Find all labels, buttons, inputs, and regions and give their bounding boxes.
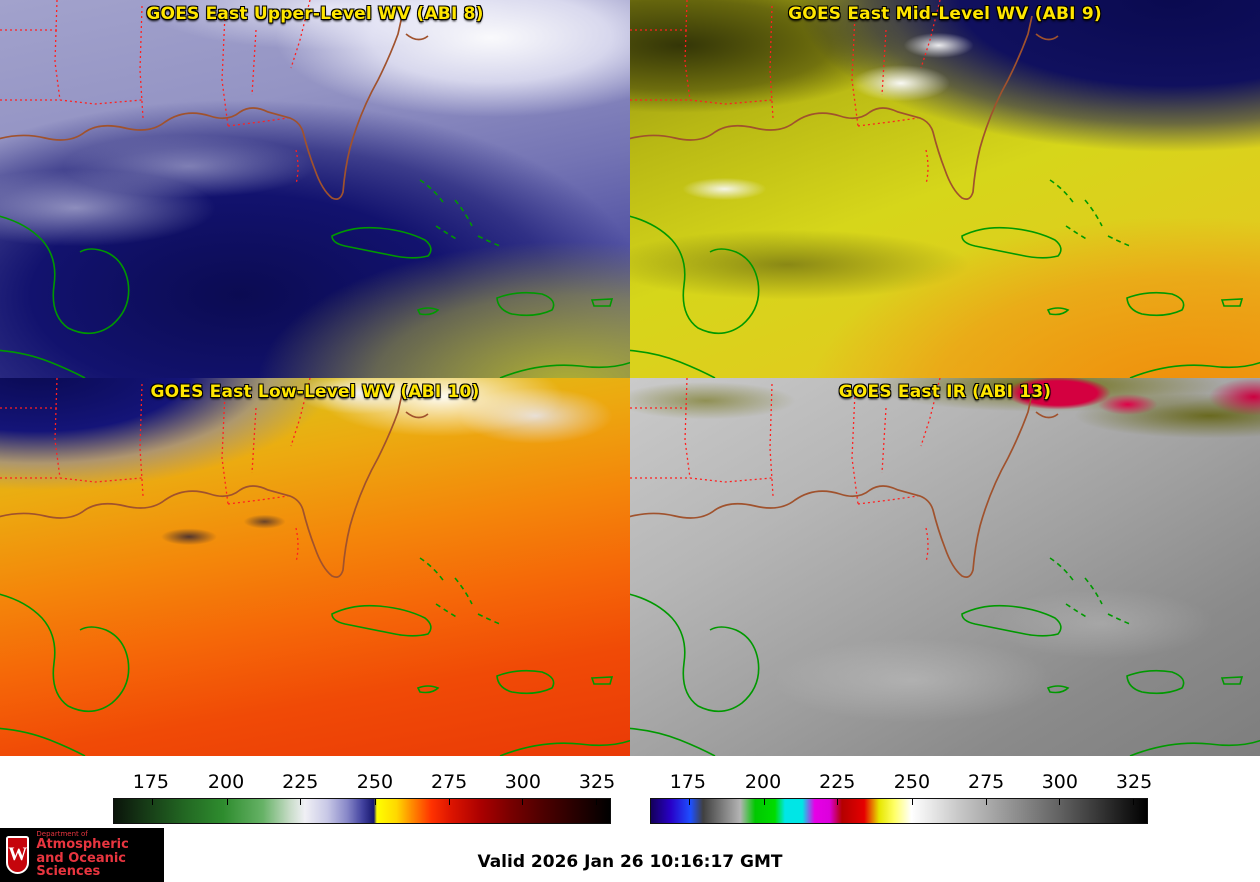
crest-letter: W xyxy=(8,844,28,865)
panel-upper-level-wv: GOES East Upper-Level WV (ABI 8) xyxy=(0,0,630,378)
satellite-quad-grid: GOES East Upper-Level WV (ABI 8) GOES Ea… xyxy=(0,0,1260,756)
logo-line1: Atmospheric xyxy=(36,837,129,853)
tick-label: 175 xyxy=(132,771,169,793)
legend-area: 175 200 225 250 275 300 325 175 200 225 … xyxy=(0,756,1260,828)
tick-label: 250 xyxy=(893,771,931,793)
tick-label: 225 xyxy=(819,771,856,793)
colorbar-wv: 175 200 225 250 275 300 325 xyxy=(113,770,615,824)
valid-time: Valid 2026 Jan 26 10:16:17 GMT xyxy=(477,852,783,872)
tick-label: 225 xyxy=(282,771,319,793)
map-overlay xyxy=(630,378,1260,756)
tick-label: 175 xyxy=(669,771,706,793)
tick-label: 200 xyxy=(207,771,245,793)
tick-label: 200 xyxy=(744,771,782,793)
logo-line2: and Oceanic Sciences xyxy=(36,850,127,880)
tick-label: 300 xyxy=(1041,771,1078,793)
tick-label: 325 xyxy=(1115,771,1153,793)
panel-title-abi8: GOES East Upper-Level WV (ABI 8) xyxy=(146,4,484,24)
aos-logo: W Department of Atmospheric and Oceanic … xyxy=(0,828,164,882)
panel-title-abi13: GOES East IR (ABI 13) xyxy=(838,382,1052,402)
tick-label: 275 xyxy=(968,771,1005,793)
tick-label: 250 xyxy=(356,771,394,793)
panel-mid-level-wv: GOES East Mid-Level WV (ABI 9) xyxy=(630,0,1260,378)
colorbar-wv-gradient xyxy=(113,798,611,824)
map-overlay xyxy=(0,378,630,756)
logo-dept-label: Department of xyxy=(36,829,88,838)
colorbar-ir-gradient xyxy=(650,798,1148,824)
panel-title-abi9: GOES East Mid-Level WV (ABI 9) xyxy=(788,4,1102,24)
colorbar-ir-ticks: 175 200 225 250 275 300 325 xyxy=(650,770,1152,798)
colorbar-wv-ticks: 175 200 225 250 275 300 325 xyxy=(113,770,615,798)
panel-low-level-wv: GOES East Low-Level WV (ABI 10) xyxy=(0,378,630,756)
panel-title-abi10: GOES East Low-Level WV (ABI 10) xyxy=(150,382,480,402)
tick-label: 325 xyxy=(578,771,616,793)
aos-logo-text: Department of Atmospheric and Oceanic Sc… xyxy=(36,829,164,880)
tick-label: 300 xyxy=(504,771,541,793)
panel-ir: GOES East IR (ABI 13) xyxy=(630,378,1260,756)
map-overlay xyxy=(630,0,1260,378)
tick-label: 275 xyxy=(431,771,468,793)
map-overlay xyxy=(0,0,630,378)
footer: W Department of Atmospheric and Oceanic … xyxy=(0,828,1260,882)
colorbar-ir: 175 200 225 250 275 300 325 xyxy=(650,770,1152,824)
uw-crest-icon: W xyxy=(6,836,30,874)
